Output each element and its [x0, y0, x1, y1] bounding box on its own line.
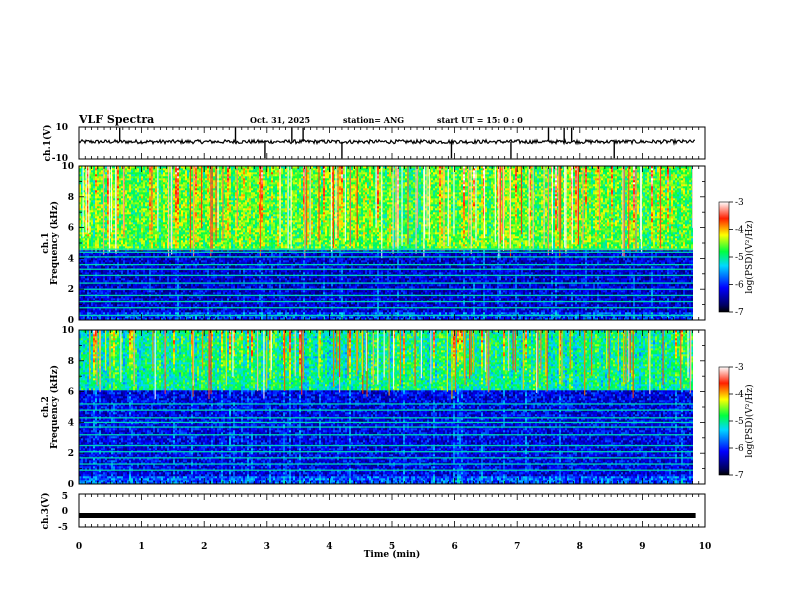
narrowband-line: [79, 417, 693, 419]
ch1-ytick-top: 10: [55, 123, 68, 133]
time-axis-ticklabel: 6: [451, 542, 457, 552]
narrowband-line: [79, 274, 693, 277]
time-axis-ticklabel: 2: [201, 542, 207, 552]
ch2-colorbar-ticklabel: -4: [735, 390, 744, 400]
ch1-colorbar-ticklabel: -6: [735, 281, 744, 291]
ch2-spectrogram-image: [79, 330, 693, 484]
ch1-spectrogram-image: [79, 166, 693, 320]
ch1-spectrogram-ytick-label: 4: [68, 254, 74, 264]
narrowband-line: [79, 288, 693, 290]
narrowband-line: [79, 294, 693, 297]
time-axis-ticklabel: 0: [76, 542, 82, 552]
ch3-ytick-mid: 0: [62, 507, 68, 517]
ch2-spectrogram-ylabel-channel: ch.2: [41, 396, 51, 417]
narrowband-line: [79, 421, 693, 424]
ch1-spectrogram-ytick-label: 2: [68, 285, 74, 295]
station-label: station= ANG: [343, 115, 404, 125]
ch1-colorbar-ticklabel: -5: [735, 253, 744, 263]
narrowband-line: [79, 469, 693, 471]
time-axis-ticklabel: 10: [699, 542, 712, 552]
ch2-spectrogram-ytick-label: 4: [68, 418, 74, 428]
narrowband-line: [79, 409, 693, 411]
narrowband-line: [79, 434, 693, 436]
date-label: Oct. 31, 2025: [250, 115, 310, 125]
narrowband-line: [79, 282, 693, 284]
narrowband-line: [79, 256, 693, 258]
ch2-colorbar: [718, 366, 730, 476]
ch3-waveform-panel: 5 0 -5 ch.3(V): [40, 492, 706, 533]
ch2-colorbar-ticklabel: -5: [735, 417, 744, 427]
chart-title: VLF Spectra: [78, 113, 154, 126]
time-axis-ticklabel: 3: [264, 542, 270, 552]
narrowband-line: [79, 248, 693, 250]
ch1-spectrogram-ylabel-frequency: Frequency (kHz): [49, 201, 60, 285]
ch2-spectrogram-ytick-label: 10: [61, 326, 74, 336]
ch1-ytick-bottom: -10: [52, 154, 68, 164]
narrowband-line: [79, 251, 693, 253]
ch1-colorbar-ticklabel: -7: [735, 308, 744, 318]
ch2-colorbar-ticklabel: -6: [735, 444, 744, 454]
ch1-waveform-trace: [78, 127, 695, 159]
ch1-spectrogram-yticks: 10 8 6 4 2 0: [61, 162, 705, 326]
ch1-colorbar-label: log(PSD)(V²/Hz): [744, 220, 755, 293]
time-axis-label: Time (min): [364, 549, 421, 560]
ch1-colorbar-ticklabel: -3: [735, 198, 744, 208]
time-axis-ticklabel: 9: [639, 542, 645, 552]
ch1-spectrogram-ytick-label: 6: [68, 224, 74, 234]
narrowband-line: [79, 451, 693, 453]
narrowband-line: [79, 307, 693, 309]
ch1-spectrogram-ylabel-channel: ch.1: [41, 232, 51, 253]
narrowband-line: [79, 403, 693, 405]
narrowband-line: [79, 444, 693, 447]
ch3-waveform-ylabel: ch.3(V): [40, 493, 51, 530]
narrowband-line: [79, 463, 693, 465]
ch2-spectrogram-ytick-label: 8: [68, 357, 74, 367]
time-axis-ticks: [78, 127, 706, 527]
time-axis-ticklabels: 0 1 2 3 4 5 6 7 8 9 10: [76, 542, 711, 552]
ch1-waveform-noise: [78, 137, 695, 146]
ch2-colorbar-ticks: -3 -4 -5 -6 -7: [729, 363, 744, 481]
ch3-ytick-bottom: -5: [58, 523, 68, 533]
narrowband-line: [79, 263, 693, 266]
ch2-spectrogram-yticks: 10 8 6 4 2 0: [61, 326, 705, 490]
narrowband-line: [79, 300, 693, 303]
ch2-colorbar-ticklabel: -3: [735, 363, 744, 373]
ch1-colorbar: [718, 201, 730, 313]
time-axis-ticklabel: 5: [389, 542, 395, 552]
ch1-spectrogram-ytick-label: 0: [68, 316, 74, 326]
start-time-label: start UT = 15: 0 : 0: [437, 115, 523, 125]
time-axis-ticklabel: 4: [326, 542, 332, 552]
narrowband-line: [79, 457, 693, 459]
narrowband-line: [79, 268, 693, 270]
time-axis-ticklabel: 8: [577, 542, 583, 552]
ch3-ytick-top: 5: [62, 492, 68, 502]
ch1-waveform-ylabel: ch.1(V): [42, 125, 53, 162]
ch1-colorbar-ticks: -3 -4 -5 -6 -7: [729, 198, 744, 318]
ch2-colorbar-label: log(PSD)(V²/Hz): [744, 384, 755, 457]
narrowband-line: [79, 314, 693, 317]
time-axis-ticklabel: 1: [138, 542, 144, 552]
ch2-colorbar-ticklabel: -7: [735, 471, 744, 481]
ch1-spectrogram-ytick-label: 8: [68, 193, 74, 203]
narrowband-line: [79, 426, 693, 428]
ch2-spectrogram-ytick-label: 0: [68, 480, 74, 490]
ch1-spectrogram-ytick-label: 10: [61, 162, 74, 172]
ch2-spectrogram-ylabel-frequency: Frequency (kHz): [49, 365, 60, 449]
ch2-spectrogram-ytick-label: 2: [68, 449, 74, 459]
ch1-colorbar-ticklabel: -4: [735, 226, 744, 236]
time-axis-ticklabel: 7: [514, 542, 520, 552]
ch2-spectrogram-ytick-label: 6: [68, 388, 74, 398]
